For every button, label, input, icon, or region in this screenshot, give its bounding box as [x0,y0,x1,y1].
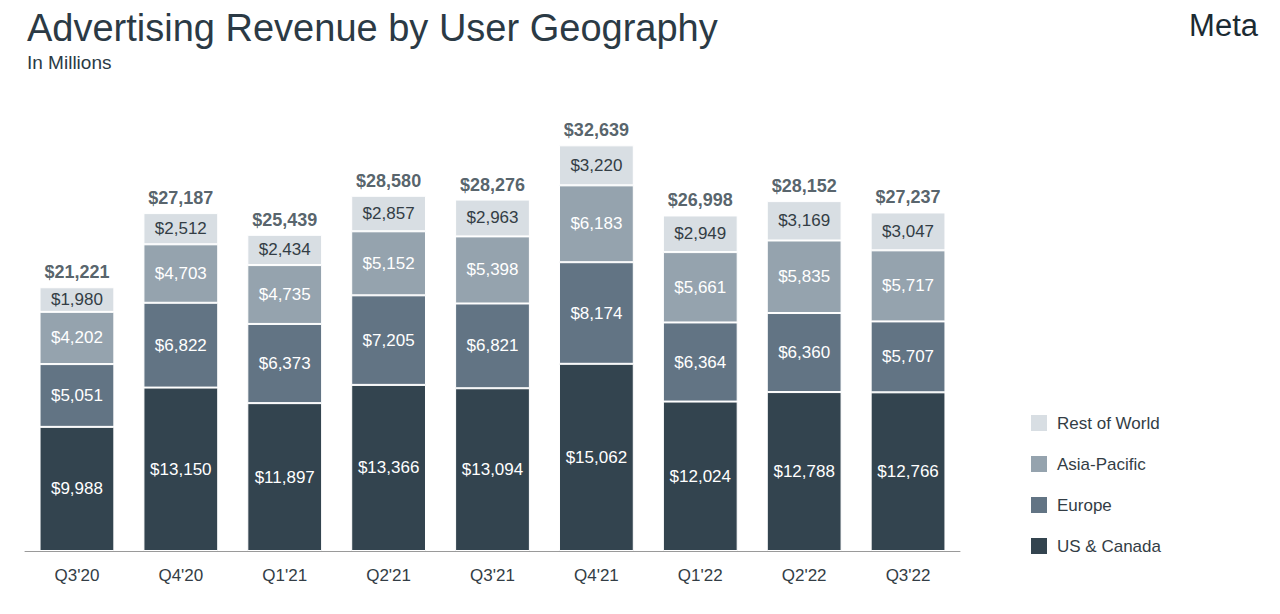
svg-text:$2,963: $2,963 [467,208,519,227]
svg-text:$27,237: $27,237 [876,187,941,207]
svg-text:$9,988: $9,988 [51,479,103,498]
svg-text:US & Canada: US & Canada [1057,537,1161,556]
svg-text:$3,220: $3,220 [570,156,622,175]
svg-text:$5,152: $5,152 [363,254,415,273]
svg-text:$28,276: $28,276 [460,175,525,195]
svg-text:$5,398: $5,398 [467,260,519,279]
svg-text:$6,183: $6,183 [570,214,622,233]
svg-text:Q4'20: Q4'20 [158,566,203,585]
svg-text:$5,707: $5,707 [882,347,934,366]
svg-text:$5,835: $5,835 [778,267,830,286]
svg-text:$2,512: $2,512 [155,219,207,238]
svg-text:Asia-Pacific: Asia-Pacific [1057,455,1146,474]
svg-text:$6,373: $6,373 [259,354,311,373]
svg-text:$4,735: $4,735 [259,285,311,304]
svg-text:Q2'21: Q2'21 [366,566,411,585]
svg-text:$3,047: $3,047 [882,222,934,241]
svg-text:$7,205: $7,205 [363,331,415,350]
svg-text:$2,949: $2,949 [674,224,726,243]
svg-text:$5,661: $5,661 [674,278,726,297]
svg-text:$2,857: $2,857 [363,204,415,223]
svg-text:$6,822: $6,822 [155,336,207,355]
svg-text:$5,717: $5,717 [882,276,934,295]
svg-text:Rest of World: Rest of World [1057,414,1160,433]
svg-text:$28,152: $28,152 [772,176,837,196]
svg-text:$2,434: $2,434 [259,240,311,259]
svg-text:$26,998: $26,998 [668,190,733,210]
svg-text:$6,360: $6,360 [778,343,830,362]
svg-text:$25,439: $25,439 [252,210,317,230]
svg-text:$13,366: $13,366 [358,458,419,477]
svg-text:$1,980: $1,980 [51,290,103,309]
svg-text:$4,202: $4,202 [51,328,103,347]
svg-text:Q1'22: Q1'22 [678,566,723,585]
svg-text:$5,051: $5,051 [51,386,103,405]
svg-text:$6,364: $6,364 [674,353,726,372]
svg-text:Meta: Meta [1189,8,1259,43]
svg-text:$12,024: $12,024 [670,467,731,486]
svg-text:$13,150: $13,150 [150,460,211,479]
svg-text:Q1'21: Q1'21 [262,566,307,585]
svg-text:In Millions: In Millions [27,52,111,73]
svg-text:Q3'20: Q3'20 [55,566,100,585]
svg-text:$12,788: $12,788 [773,462,834,481]
svg-text:Q3'22: Q3'22 [886,566,931,585]
svg-text:$27,187: $27,187 [148,188,213,208]
svg-text:Q2'22: Q2'22 [782,566,827,585]
svg-text:$32,639: $32,639 [564,120,629,140]
svg-text:$15,062: $15,062 [566,448,627,467]
svg-text:$11,897: $11,897 [255,468,315,487]
svg-text:$4,703: $4,703 [155,264,207,283]
svg-text:$6,821: $6,821 [467,336,519,355]
svg-text:$28,580: $28,580 [356,171,421,191]
svg-text:$8,174: $8,174 [570,304,622,323]
svg-text:$21,221: $21,221 [44,262,109,282]
svg-text:Advertising Revenue by User Ge: Advertising Revenue by User Geography [27,7,718,49]
svg-text:Europe: Europe [1057,496,1112,515]
svg-text:$3,169: $3,169 [778,211,830,230]
svg-text:Q3'21: Q3'21 [470,566,515,585]
svg-text:$13,094: $13,094 [462,460,523,479]
svg-text:$12,766: $12,766 [877,462,938,481]
svg-text:Q4'21: Q4'21 [574,566,619,585]
